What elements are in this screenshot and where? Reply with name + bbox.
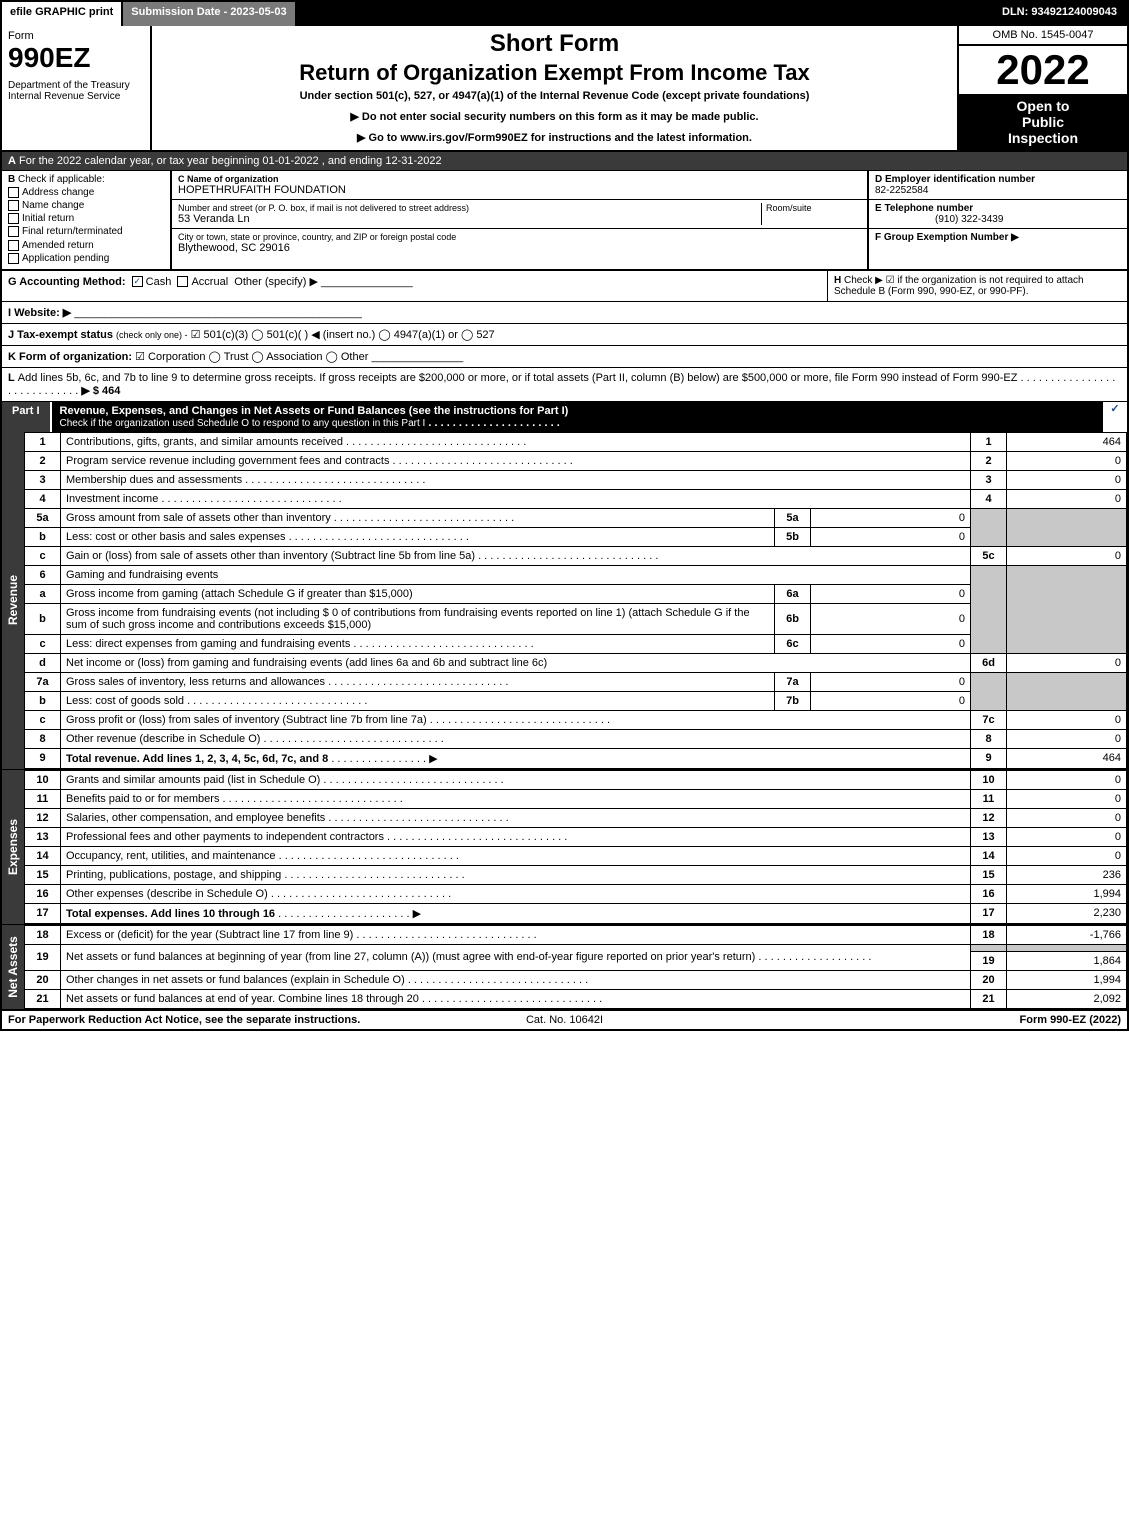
- phone: (910) 322-3439: [875, 214, 1003, 225]
- department: Department of the Treasury Internal Reve…: [8, 80, 144, 102]
- efile-print[interactable]: efile GRAPHIC print: [2, 2, 123, 26]
- public-inspection: Open to Public Inspection: [959, 94, 1127, 150]
- ssn-note: ▶ Do not enter social security numbers o…: [160, 110, 949, 123]
- form-number: 990EZ: [8, 42, 144, 74]
- col-c: C Name of organization HOPETHRUFAITH FOU…: [172, 171, 867, 269]
- net-assets-label: Net Assets: [2, 925, 24, 1009]
- catalog-number: Cat. No. 10642I: [379, 1014, 750, 1026]
- website-row: I Website: ▶ ___________________________…: [2, 302, 1127, 324]
- subtitle: Under section 501(c), 527, or 4947(a)(1)…: [160, 90, 949, 102]
- name-label: C Name of organization: [178, 174, 861, 184]
- bcde-block: B Check if applicable: Address change Na…: [2, 171, 1127, 271]
- org-name: HOPETHRUFAITH FOUNDATION: [178, 184, 861, 196]
- row-a: A For the 2022 calendar year, or tax yea…: [2, 152, 1127, 171]
- chk-final-return[interactable]: Final return/terminated: [8, 226, 164, 237]
- net-assets-table: 18Excess or (deficit) for the year (Subt…: [24, 925, 1127, 1009]
- street-address: 53 Veranda Ln: [178, 213, 761, 225]
- page-footer: For Paperwork Reduction Act Notice, see …: [2, 1011, 1127, 1029]
- form-ref: Form 990-EZ (2022): [750, 1014, 1121, 1026]
- city-label: City or town, state or province, country…: [178, 232, 861, 242]
- ein-label: D Employer identification number: [875, 174, 1035, 185]
- form-title: Return of Organization Exempt From Incom…: [160, 60, 949, 86]
- header-right: OMB No. 1545-0047 2022 Open to Public In…: [957, 26, 1127, 150]
- goto-note: ▶ Go to www.irs.gov/Form990EZ for instru…: [160, 131, 949, 144]
- gross-receipts: L Add lines 5b, 6c, and 7b to line 9 to …: [2, 368, 1127, 402]
- omb-number: OMB No. 1545-0047: [959, 26, 1127, 46]
- chk-accrual[interactable]: [177, 276, 188, 287]
- chk-cash[interactable]: ✓: [132, 276, 143, 287]
- chk-address-change[interactable]: Address change: [8, 187, 164, 198]
- chk-amended-return[interactable]: Amended return: [8, 240, 164, 251]
- header-left: Form 990EZ Department of the Treasury In…: [2, 26, 152, 150]
- city-state-zip: Blythewood, SC 29016: [178, 242, 861, 254]
- chk-name-change[interactable]: Name change: [8, 200, 164, 211]
- revenue-label: Revenue: [2, 432, 24, 769]
- group-exemption-label: F Group Exemption Number ▶: [875, 232, 1019, 243]
- tax-year: 2022: [959, 46, 1127, 94]
- accounting-method: G Accounting Method: ✓Cash Accrual Other…: [2, 271, 827, 301]
- room-label: Room/suite: [766, 203, 861, 213]
- expenses-table: 10Grants and similar amounts paid (list …: [24, 770, 1127, 924]
- form-header: Form 990EZ Department of the Treasury In…: [2, 26, 1127, 152]
- ein: 82-2252584: [875, 185, 928, 196]
- form-of-org: K Form of organization: ☑ Corporation ◯ …: [2, 346, 1127, 368]
- tax-exempt-status: J Tax-exempt status (check only one) - ☑…: [2, 324, 1127, 346]
- chk-initial-return[interactable]: Initial return: [8, 213, 164, 224]
- expenses-section: Expenses 10Grants and similar amounts pa…: [2, 770, 1127, 925]
- topbar: efile GRAPHIC print Submission Date - 20…: [2, 2, 1127, 26]
- gh-row: G Accounting Method: ✓Cash Accrual Other…: [2, 271, 1127, 302]
- col-de: D Employer identification number 82-2252…: [867, 171, 1127, 269]
- revenue-table: 1Contributions, gifts, grants, and simil…: [24, 432, 1127, 769]
- short-form-title: Short Form: [160, 30, 949, 58]
- header-center: Short Form Return of Organization Exempt…: [152, 26, 957, 150]
- phone-label: E Telephone number: [875, 203, 973, 214]
- part-1-check[interactable]: ✓: [1103, 402, 1127, 432]
- net-assets-section: Net Assets 18Excess or (deficit) for the…: [2, 925, 1127, 1011]
- col-b: B Check if applicable: Address change Na…: [2, 171, 172, 269]
- dln: DLN: 93492124009043: [994, 2, 1127, 26]
- chk-application-pending[interactable]: Application pending: [8, 253, 164, 264]
- paperwork-notice: For Paperwork Reduction Act Notice, see …: [8, 1014, 379, 1026]
- revenue-section: Revenue 1Contributions, gifts, grants, a…: [2, 432, 1127, 770]
- submission-date: Submission Date - 2023-05-03: [123, 2, 296, 26]
- part-1-label: Part I: [2, 402, 52, 432]
- schedule-b-check: H Check ▶ ☑ if the organization is not r…: [827, 271, 1127, 301]
- part-1-header: Part I Revenue, Expenses, and Changes in…: [2, 402, 1127, 432]
- expenses-label: Expenses: [2, 770, 24, 924]
- form-990ez: efile GRAPHIC print Submission Date - 20…: [0, 0, 1129, 1031]
- part-1-title: Revenue, Expenses, and Changes in Net As…: [52, 402, 1103, 432]
- form-label: Form: [8, 30, 144, 42]
- street-label: Number and street (or P. O. box, if mail…: [178, 203, 761, 213]
